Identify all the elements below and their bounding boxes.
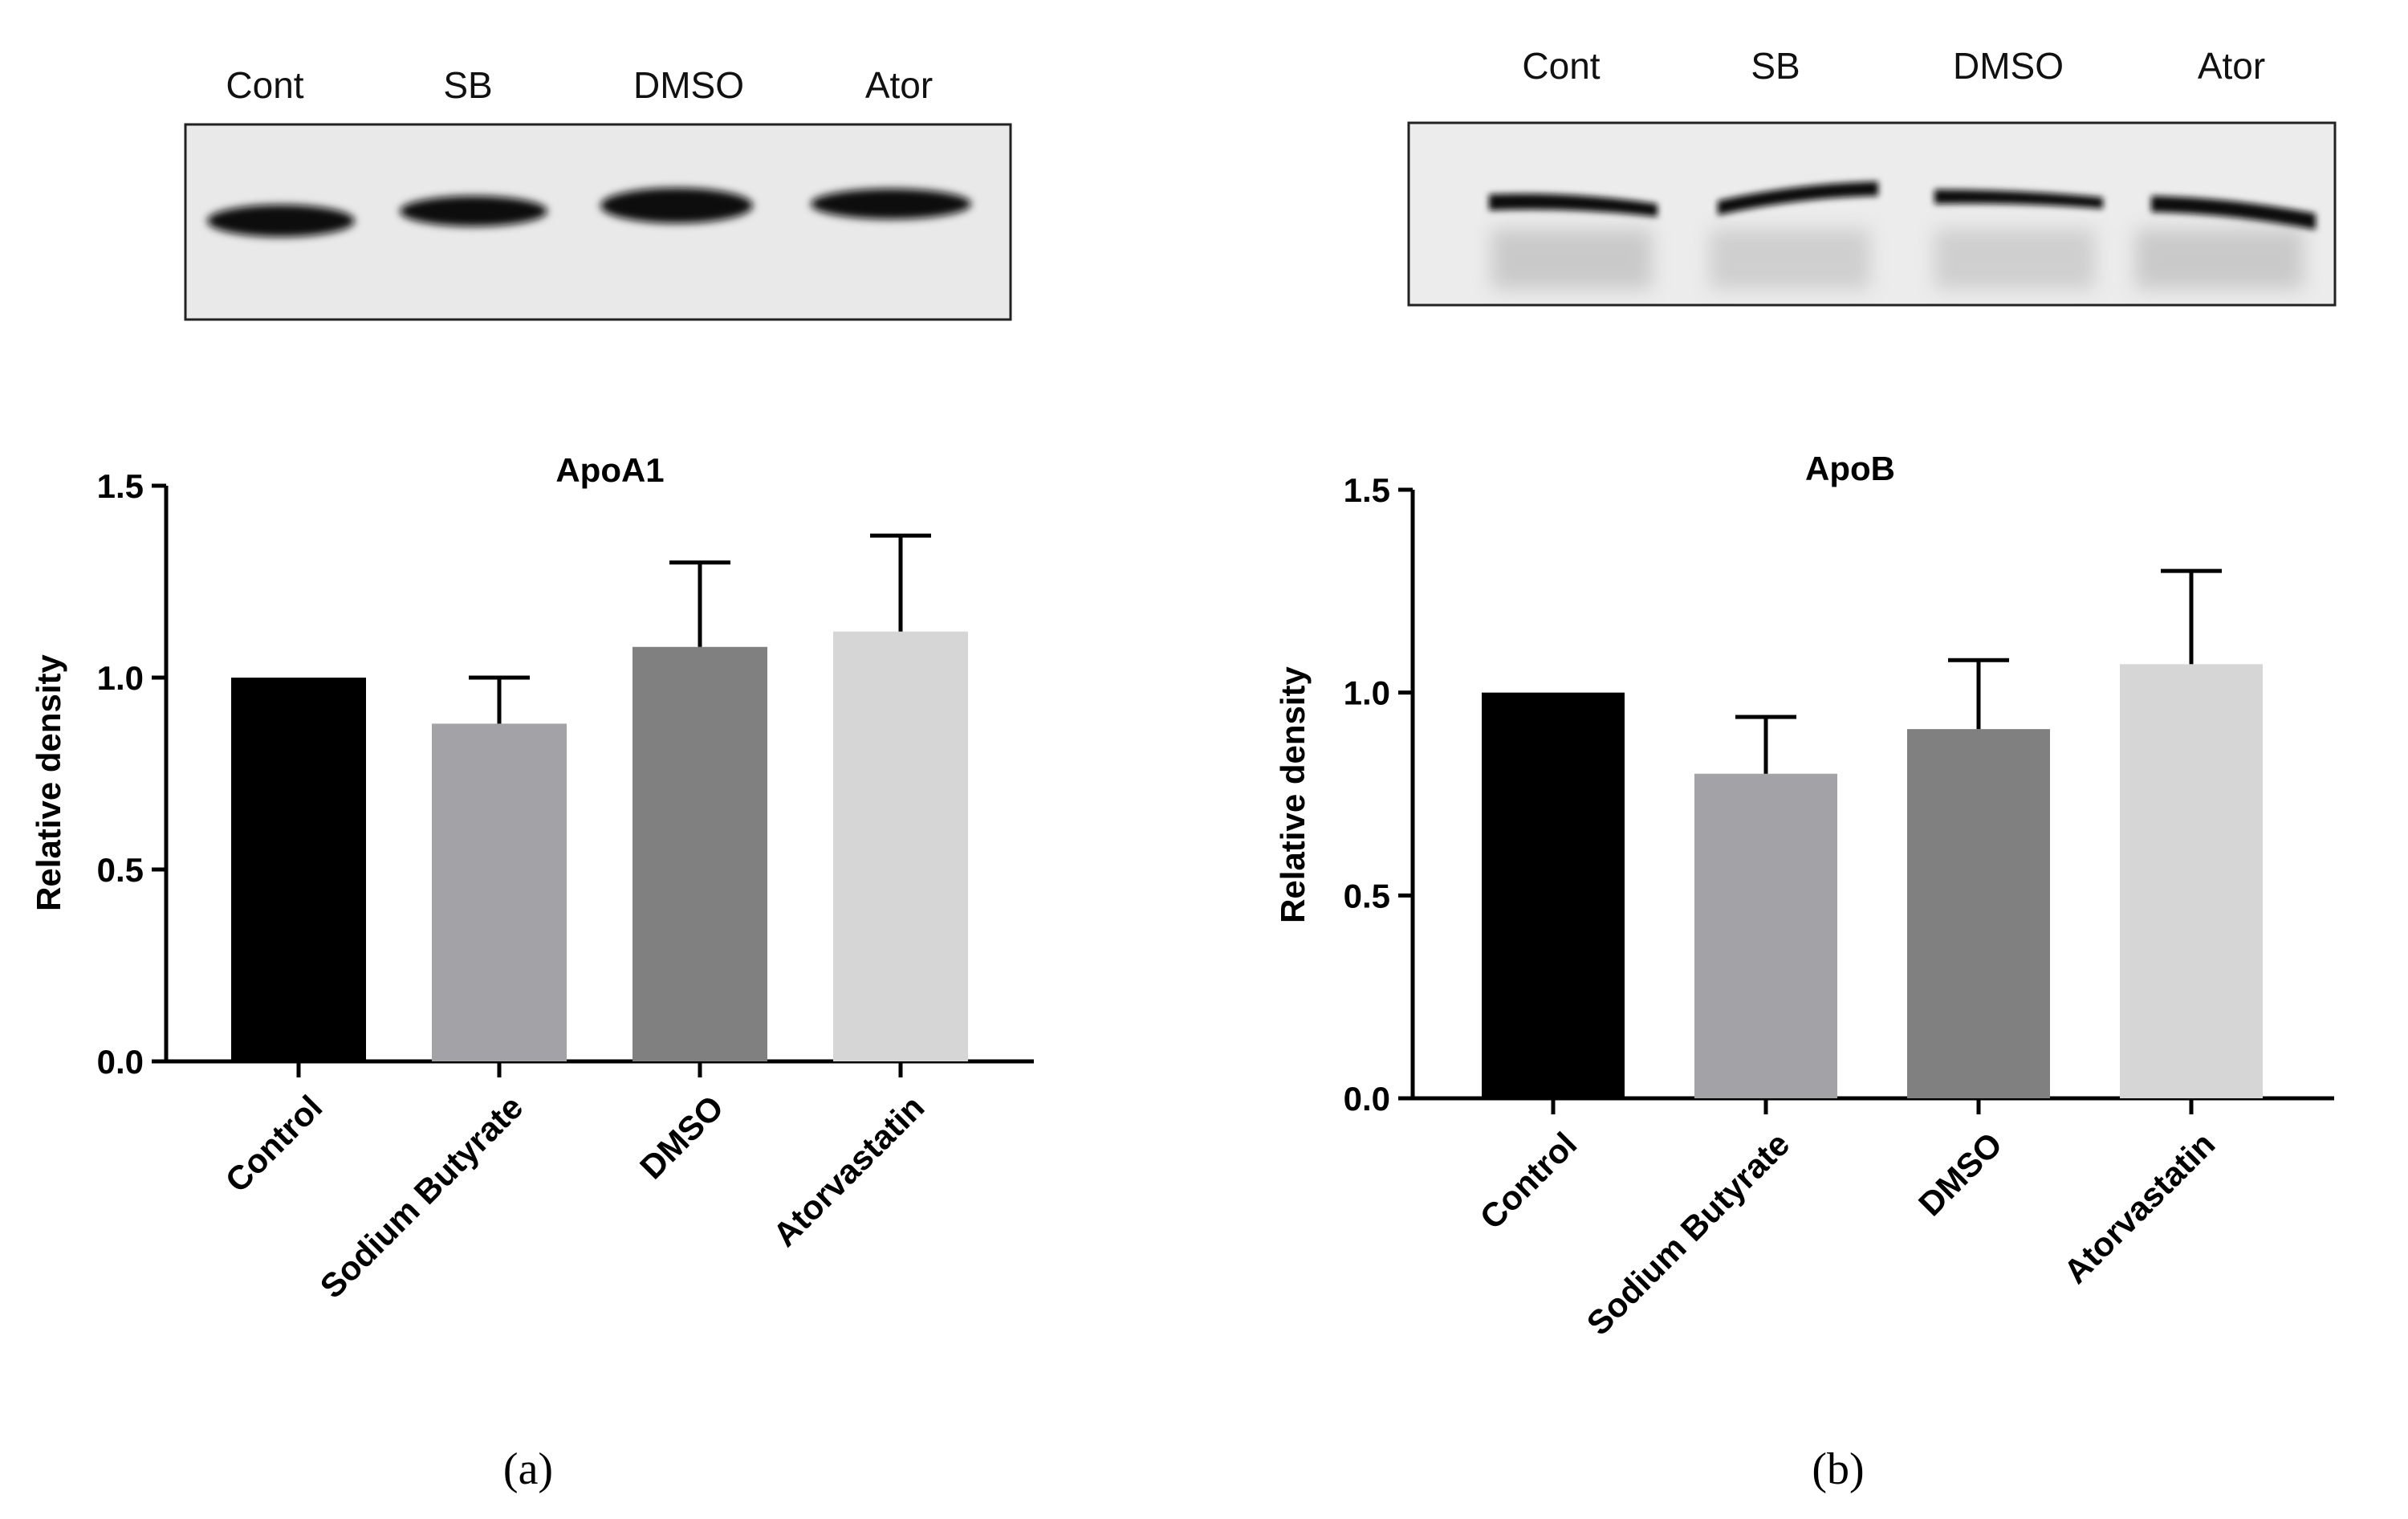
chart-b-error-bars bbox=[1735, 568, 2222, 774]
blot-b-band bbox=[1934, 189, 2103, 209]
x-tick-label: Control bbox=[1473, 1125, 1584, 1236]
panel-b: Cont SB DMSO Ator ApoB Relative density bbox=[1274, 45, 2337, 1494]
x-tick-label: Atorvastatin bbox=[766, 1088, 932, 1254]
blot-b-smear bbox=[1710, 229, 1870, 289]
blot-b-lane-label: DMSO bbox=[1953, 45, 2064, 87]
blot-b-smear bbox=[1934, 229, 2095, 289]
chart-a-title: ApoA1 bbox=[555, 451, 664, 489]
blot-b-lane-label: Ator bbox=[2198, 45, 2265, 87]
blot-b-smear bbox=[1491, 229, 1652, 289]
x-tick-label: DMSO bbox=[1911, 1125, 2009, 1223]
blot-b-lane-label: Cont bbox=[1522, 45, 1600, 87]
blot-b bbox=[1407, 121, 2337, 307]
chart-b-ylabel: Relative density bbox=[1274, 666, 1312, 922]
chart-a-yticks: 0.0 0.5 1.0 1.5 bbox=[97, 467, 166, 1081]
blot-b-band bbox=[2151, 196, 2316, 230]
x-tick-label: Sodium Butyrate bbox=[1580, 1125, 1797, 1342]
y-tick-label: 1.0 bbox=[1344, 674, 1390, 712]
blot-a-lane-label: Ator bbox=[865, 64, 933, 106]
blot-b-smears bbox=[1491, 229, 2304, 289]
blot-a-lane-label: SB bbox=[443, 64, 492, 106]
x-tick-label: DMSO bbox=[633, 1088, 730, 1186]
blot-a-band bbox=[811, 189, 971, 219]
x-tick-label: Control bbox=[218, 1088, 330, 1199]
blot-b-band bbox=[1718, 181, 1878, 215]
y-tick-label: 1.5 bbox=[97, 467, 144, 505]
panel-a-label: (a) bbox=[503, 1444, 553, 1494]
y-tick-label: 1.5 bbox=[1344, 471, 1390, 509]
bar-control bbox=[1482, 692, 1625, 1098]
bar-dmso bbox=[1907, 729, 2050, 1098]
blot-a-bands bbox=[207, 188, 971, 237]
panel-b-label: (b) bbox=[1812, 1444, 1864, 1494]
bar-atorvastatin bbox=[2120, 664, 2263, 1098]
blot-a-lane-label: Cont bbox=[226, 64, 303, 106]
chart-a-error-bars bbox=[469, 533, 931, 724]
chart-b: ApoB Relative density 0.0 0.5 1.0 1.5 Contr… bbox=[1274, 450, 2334, 1342]
x-tick-label: Atorvastatin bbox=[2056, 1125, 2223, 1291]
blot-b-lane-labels: Cont SB DMSO Ator bbox=[1522, 45, 2265, 87]
chart-a: ApoA1 Relative density 0.0 0.5 1.0 1.5 Cont… bbox=[30, 451, 1034, 1305]
bar-sodium-butyrate bbox=[432, 723, 567, 1061]
chart-a-bars bbox=[231, 631, 968, 1061]
blot-b-band bbox=[1489, 193, 1658, 217]
chart-b-title: ApoB bbox=[1805, 450, 1895, 487]
blot-a-band bbox=[600, 188, 753, 223]
blot-a-band bbox=[207, 205, 355, 237]
blot-b-smear bbox=[2135, 229, 2304, 289]
blot-a-lane-labels: Cont SB DMSO Ator bbox=[226, 64, 933, 106]
chart-b-bars bbox=[1482, 664, 2263, 1098]
blot-a bbox=[184, 123, 1012, 321]
y-tick-label: 0.5 bbox=[97, 851, 144, 889]
bar-dmso bbox=[633, 646, 767, 1061]
blot-a-band bbox=[400, 196, 547, 226]
y-tick-label: 1.0 bbox=[97, 659, 144, 697]
chart-b-yticks: 0.0 0.5 1.0 1.5 bbox=[1344, 471, 1413, 1118]
y-tick-label: 0.0 bbox=[97, 1043, 144, 1081]
bar-control bbox=[231, 678, 366, 1061]
bar-atorvastatin bbox=[833, 631, 968, 1061]
blot-a-lane-label: DMSO bbox=[633, 64, 744, 106]
x-tick-label: Sodium Butyrate bbox=[313, 1088, 531, 1305]
panel-a: Cont SB DMSO Ator ApoA1 Relative density… bbox=[30, 64, 1034, 1494]
bar-sodium-butyrate bbox=[1694, 773, 1837, 1098]
chart-a-ylabel: Relative density bbox=[30, 654, 67, 910]
blot-b-bands bbox=[1489, 181, 2316, 230]
y-tick-label: 0.0 bbox=[1344, 1080, 1390, 1118]
blot-b-lane-label: SB bbox=[1751, 45, 1800, 87]
y-tick-label: 0.5 bbox=[1344, 877, 1390, 914]
